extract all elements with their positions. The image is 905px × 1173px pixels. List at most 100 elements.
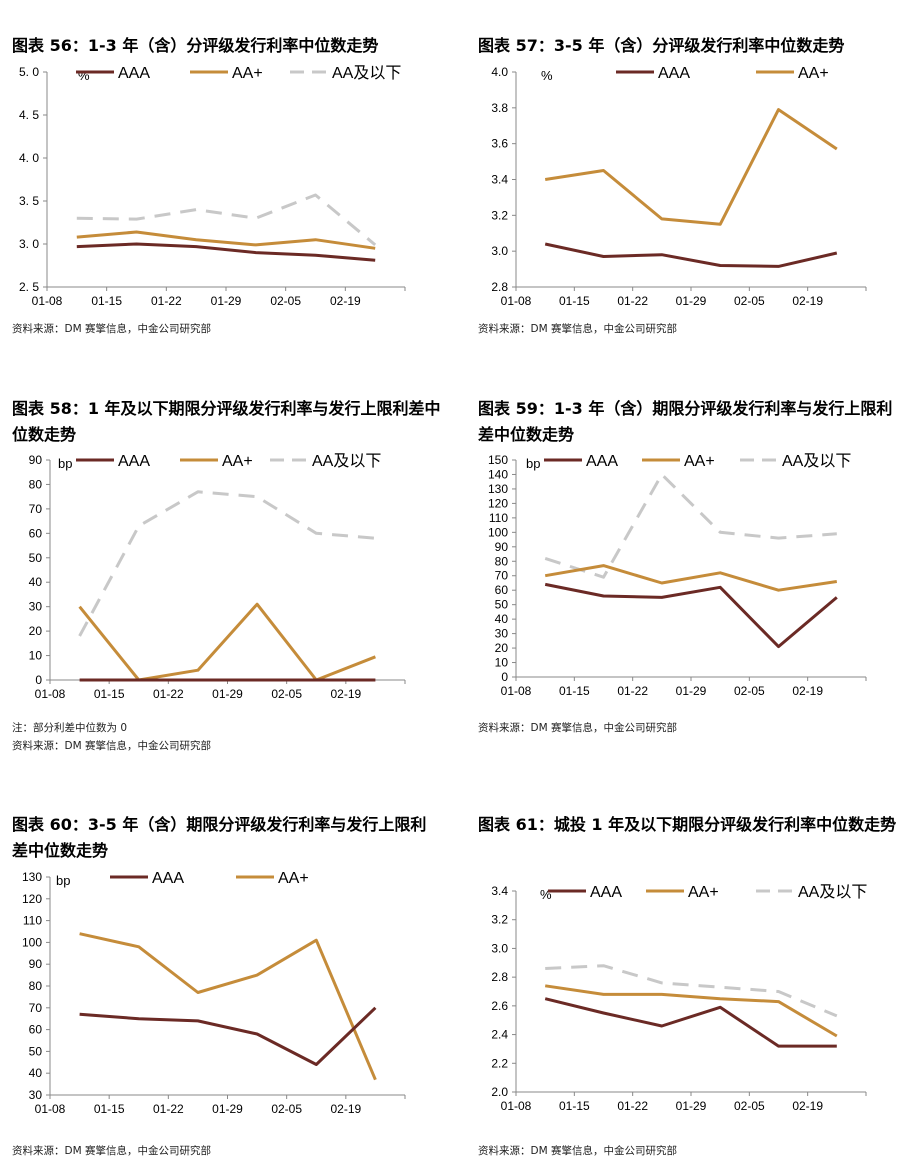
chart-panel-58: 图表 58：1 年及以下期限分评级发行利率与发行上限利差中位数走势 (12, 396, 442, 448)
legend-label: AA及以下 (312, 453, 381, 470)
unit-label: % (78, 68, 90, 83)
y-tick-label: 100 (488, 525, 508, 539)
x-tick-label: 01-15 (559, 684, 590, 698)
legend-label: AA及以下 (332, 65, 401, 82)
y-tick-label: 90 (29, 453, 43, 467)
x-tick-label: 01-29 (676, 684, 707, 698)
y-tick-label: 120 (488, 496, 508, 510)
y-tick-label: 80 (495, 554, 509, 568)
y-tick-label: 2.4 (491, 1028, 508, 1042)
y-tick-label: 3.2 (491, 913, 508, 927)
y-tick-label: 20 (29, 624, 43, 638)
x-tick-label: 01-22 (151, 294, 182, 308)
y-tick-label: 2.8 (491, 280, 508, 294)
x-tick-label: 02-05 (734, 294, 765, 308)
y-tick-label: 110 (489, 511, 508, 525)
y-tick-label: 80 (29, 979, 43, 993)
x-tick-label: 02-19 (792, 1099, 823, 1113)
y-tick-label: 3.2 (491, 208, 508, 222)
x-tick-label: 01-08 (501, 294, 532, 308)
y-tick-label: 2.6 (491, 999, 508, 1013)
y-tick-label: 2.0 (491, 1085, 508, 1099)
y-tick-label: 10 (495, 656, 509, 670)
legend-label: AAA (590, 884, 622, 901)
y-tick-label: 50 (29, 1044, 43, 1058)
x-tick-label: 01-15 (94, 687, 125, 701)
x-tick-label: 01-22 (617, 1099, 648, 1113)
chart-panel-61: 图表 61：城投 1 年及以下期限分评级发行利率中位数走势 (478, 812, 905, 838)
x-tick-label: 01-08 (32, 294, 63, 308)
chart-title: 图表 58：1 年及以下期限分评级发行利率与发行上限利差中位数走势 (12, 399, 441, 444)
chart-panel-60: 图表 60：3-5 年（含）期限分评级发行利率与发行上限利差中位数走势 (12, 812, 442, 864)
series-line-AAA (76, 242, 376, 262)
y-tick-label: 120 (22, 892, 42, 906)
series-line-AAA (544, 242, 838, 268)
y-tick-label: 110 (23, 914, 42, 928)
line-chart-56: 2. 5 3. 0 3. 5 4. 0 4. 5 5. 0 01-08 01-15 01-22 0… (19, 65, 406, 308)
legend-label: AA+ (222, 453, 253, 470)
y-tick-label: 3.4 (491, 173, 508, 187)
x-tick-label: 02-05 (734, 1099, 765, 1113)
y-tick-label: 3.4 (491, 884, 508, 898)
y-tick-label: 100 (22, 935, 42, 949)
chart-panel-59: 图表 59：1-3 年（含）期限分评级发行利率与发行上限利差中位数走势 (478, 396, 905, 448)
x-tick-label: 02-19 (330, 294, 361, 308)
unit-label: % (540, 887, 552, 902)
y-tick-label: 60 (495, 583, 509, 597)
chart-title: 图表 56：1-3 年（含）分评级发行利率中位数走势 (12, 36, 379, 55)
legend-label: AA及以下 (782, 453, 851, 470)
y-tick-label: 60 (29, 526, 43, 540)
y-tick-label: 2.2 (491, 1056, 508, 1070)
y-tick-label: 3.0 (491, 244, 508, 258)
y-tick-label: 3.0 (491, 941, 508, 955)
chart-source: 资料来源：DM 赛擎信息，中金公司研究部 (478, 722, 677, 734)
chart-panel-57: 图表 57：3-5 年（含）分评级发行利率中位数走势 (478, 33, 905, 59)
y-tick-label: 30 (495, 627, 509, 641)
x-tick-label: 01-22 (153, 687, 184, 701)
y-tick-label: 70 (29, 1001, 43, 1015)
series-line-AA及以下 (544, 473, 837, 579)
legend-label: AAA (152, 870, 184, 887)
y-tick-label: 70 (495, 569, 509, 583)
x-tick-label: 01-29 (212, 1102, 243, 1116)
y-tick-label: 4.0 (491, 65, 508, 79)
y-tick-label: 3.6 (491, 137, 508, 151)
legend-label: AAA (118, 65, 150, 82)
y-tick-label: 4. 5 (19, 108, 39, 122)
x-tick-label: 02-19 (330, 1102, 361, 1116)
y-tick-label: 3. 5 (19, 194, 39, 208)
line-chart-60: 30 40 50 60 70 80 90 100 110 120 130 01-08 01-15 01-2… (22, 870, 406, 1116)
y-tick-label: 2. 5 (19, 280, 39, 294)
legend-label: AA+ (278, 870, 309, 887)
x-tick-label: 01-15 (559, 1099, 590, 1113)
x-tick-label: 01-08 (501, 1099, 532, 1113)
y-tick-label: 60 (29, 1023, 43, 1037)
legend-label: AA+ (798, 65, 829, 82)
x-tick-label: 01-22 (617, 294, 648, 308)
y-tick-label: 90 (495, 540, 509, 554)
x-tick-label: 02-19 (330, 687, 361, 701)
x-tick-label: 02-05 (734, 684, 765, 698)
series-line-AA及以下 (76, 193, 377, 247)
y-tick-label: 2.8 (491, 970, 508, 984)
y-tick-label: 3. 0 (19, 237, 39, 251)
y-tick-label: 50 (29, 551, 43, 565)
chart-source: 资料来源：DM 赛擎信息，中金公司研究部 (12, 1145, 211, 1157)
unit-label: bp (56, 873, 70, 888)
y-tick-label: 40 (29, 1066, 43, 1080)
y-tick-label: 0 (501, 670, 508, 684)
x-tick-label: 01-08 (501, 684, 532, 698)
y-tick-label: 50 (495, 598, 509, 612)
y-tick-label: 40 (495, 612, 509, 626)
series-line-AA+ (76, 230, 376, 250)
series-line-AA+ (79, 932, 377, 1081)
series-line-AAA (544, 997, 837, 1048)
chart-source: 资料来源：DM 赛擎信息，中金公司研究部 (478, 1145, 677, 1157)
y-tick-label: 10 (29, 649, 43, 663)
line-chart-58: 0 10 20 30 40 50 60 70 80 90 01-08 01-15 01-22 01-29 0… (29, 453, 406, 701)
x-tick-label: 01-08 (35, 1102, 66, 1116)
unit-label: bp (526, 456, 540, 471)
y-tick-label: 140 (488, 467, 508, 481)
x-tick-label: 01-22 (617, 684, 648, 698)
chart-source: 资料来源：DM 赛擎信息，中金公司研究部 (12, 740, 211, 752)
